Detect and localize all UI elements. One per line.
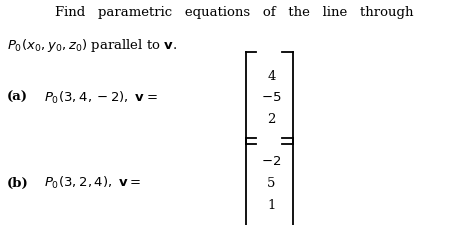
Text: 1: 1	[267, 199, 276, 212]
Text: 4: 4	[267, 70, 276, 83]
Text: $P_0(3, 2, 4),\ \mathbf{v} =$: $P_0(3, 2, 4),\ \mathbf{v} =$	[44, 175, 142, 191]
Text: (a): (a)	[7, 91, 28, 104]
Text: $-5$: $-5$	[261, 91, 282, 104]
Text: 5: 5	[267, 177, 276, 190]
Text: 2: 2	[267, 113, 276, 126]
Text: $P_0(x_0, y_0, z_0)$ parallel to $\mathbf{v}$.: $P_0(x_0, y_0, z_0)$ parallel to $\mathb…	[7, 37, 177, 54]
Text: Find   parametric   equations   of   the   line   through: Find parametric equations of the line th…	[55, 6, 413, 19]
Text: $P_0(3, 4, -2),\ \mathbf{v} =$: $P_0(3, 4, -2),\ \mathbf{v} =$	[44, 90, 158, 106]
Text: (b): (b)	[7, 177, 29, 190]
Text: $-2$: $-2$	[261, 155, 282, 168]
